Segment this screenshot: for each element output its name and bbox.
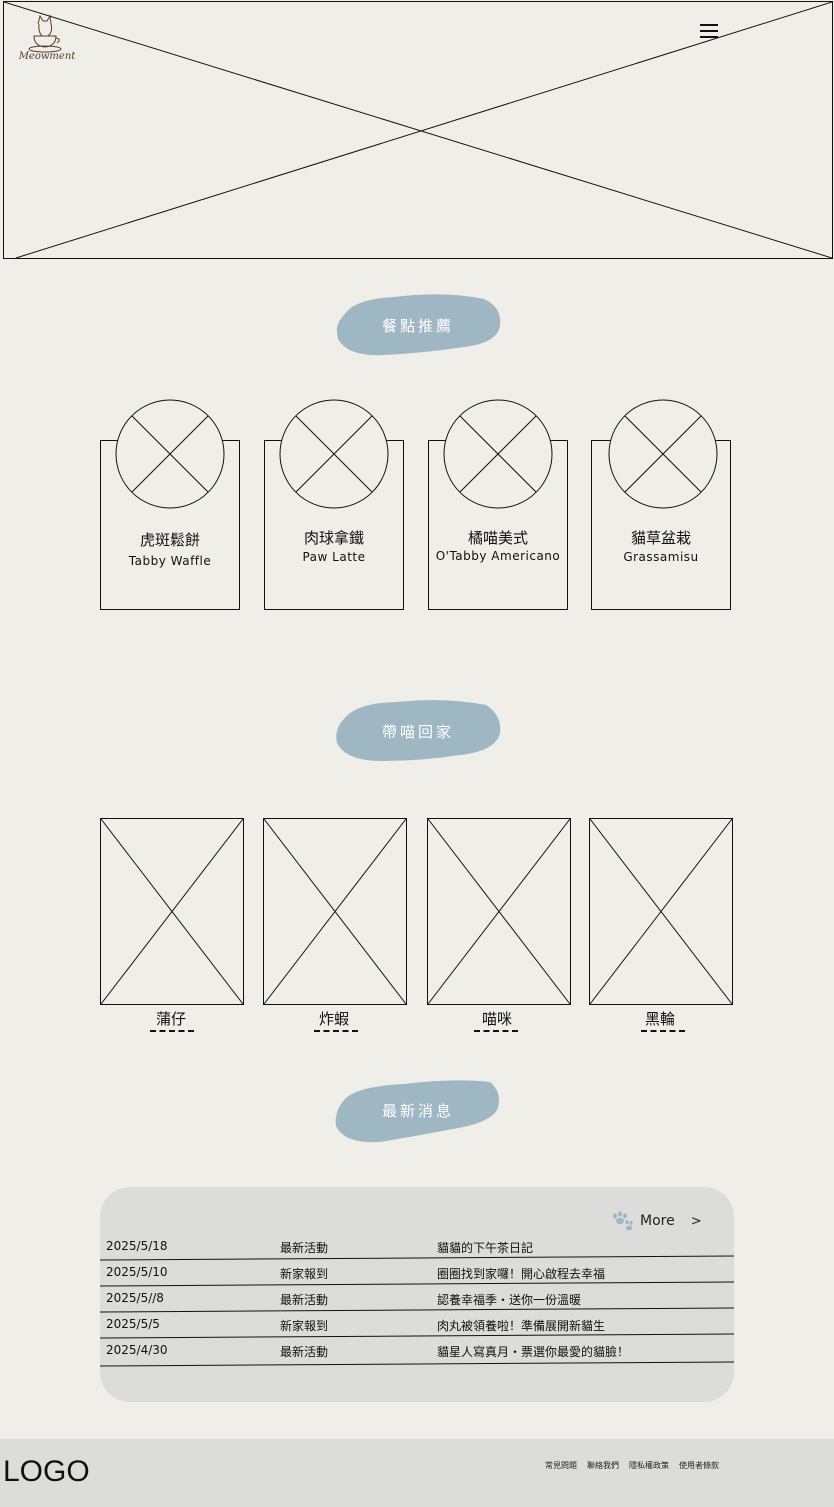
section-title: 帶喵回家 [381,722,454,741]
menu-image-placeholder-icon [608,399,718,509]
news-title: 圈圈找到家囉！開心啟程去幸福 [437,1267,606,1281]
menu-item-subtitle: Tabby Waffle [128,554,212,568]
menu-card[interactable]: 橘喵美式 O'Tabby Americano [428,440,568,610]
news-category: 最新活動 [280,1241,329,1255]
cat-name-link[interactable]: 黑輪 [644,1010,675,1028]
dashed-underline [314,1030,358,1032]
brush-stroke-shape [336,700,501,761]
image-placeholder-icon [590,819,732,1004]
cat-name-link[interactable]: 蒲仔 [155,1010,186,1028]
menu-item-subtitle: Grassamisu [623,550,699,564]
image-placeholder-icon [264,819,406,1004]
footer-link-contact[interactable]: 聯絡我們 [587,1461,619,1470]
section-heading-news: 最新消息 [334,1076,502,1144]
news-row[interactable]: 2025/5/18 最新活動 貓貓的下午茶日記 [100,1234,734,1260]
footer-links: 常見問題 聯絡我們 隱私權政策 使用者條款 [545,1460,719,1471]
footer-link-privacy[interactable]: 隱私權政策 [629,1461,669,1470]
news-row[interactable]: 2025/5/10 新家報到 圈圈找到家囉！開心啟程去幸福 [100,1260,734,1286]
cat-card-image[interactable] [100,818,244,1005]
news-title: 貓星人寫真月・票選你最愛的貓臉！ [437,1345,630,1359]
footer-link-terms[interactable]: 使用者條款 [679,1461,719,1470]
paw-print-icon [613,1211,633,1231]
dashed-underline [150,1030,194,1032]
news-date: 2025/5/5 [106,1317,160,1331]
news-category: 最新活動 [280,1293,329,1307]
image-placeholder-icon [428,819,570,1004]
chevron-right-icon: > [690,1213,702,1229]
news-title: 肉丸被領養啦！準備展開新貓生 [437,1319,606,1333]
brush-stroke-shape [336,294,501,356]
news-category: 新家報到 [280,1319,329,1333]
cat-card-image[interactable] [263,818,407,1005]
dashed-underline [641,1030,685,1032]
cat-card-image[interactable] [427,818,571,1005]
menu-image-placeholder-icon [279,399,389,509]
news-row[interactable]: 2025/4/30 最新活動 貓星人寫真月・票選你最愛的貓臉！ [100,1338,734,1364]
cat-cup-logo-icon [28,14,62,53]
news-row[interactable]: 2025/5/5 新家報到 肉丸被領養啦！準備展開新貓生 [100,1312,734,1338]
menu-item-title: 橘喵美式 [467,529,528,547]
cat-card-image[interactable] [589,818,733,1005]
hero-banner-placeholder: Meowment [3,1,833,259]
news-date: 2025/5/10 [106,1265,168,1279]
logo-wordmark: Meowment [18,51,76,62]
dashed-underline [474,1030,518,1032]
news-row[interactable]: 2025/5//8 最新活動 認養幸福季・送你一份溫暖 [100,1286,734,1312]
menu-item-title: 虎斑鬆餅 [139,531,200,549]
menu-image-placeholder-icon [443,399,553,509]
brand-logo[interactable]: Meowment [16,10,78,66]
cat-name-link[interactable]: 喵咪 [481,1010,512,1028]
news-category: 新家報到 [280,1267,329,1281]
section-heading-adopt: 帶喵回家 [334,697,502,765]
image-placeholder-icon [101,819,243,1004]
news-category: 最新活動 [280,1345,329,1359]
image-placeholder-icon [4,2,832,258]
more-label: More [640,1213,675,1229]
menu-item-title: 貓草盆栽 [630,529,691,547]
section-title: 餐點推薦 [381,316,454,335]
news-date: 2025/4/30 [106,1343,168,1357]
more-link[interactable]: More > [610,1211,702,1231]
news-date: 2025/5//8 [106,1291,164,1305]
news-panel: More > 2025/5/18 最新活動 貓貓的下午茶日記 2025/5/10… [100,1187,734,1402]
menu-item-title: 肉球拿鐵 [303,529,364,547]
menu-item-subtitle: Paw Latte [302,550,366,564]
menu-item-subtitle: O'Tabby Americano [435,549,561,563]
footer-logo[interactable]: LOGO [3,1455,90,1488]
hamburger-menu-icon[interactable] [700,24,718,40]
section-heading-recommend: 餐點推薦 [334,291,502,359]
site-footer: LOGO 常見問題 聯絡我們 隱私權政策 使用者條款 [0,1439,834,1507]
footer-link-faq[interactable]: 常見問題 [545,1461,577,1470]
news-title: 貓貓的下午茶日記 [437,1241,534,1255]
news-title: 認養幸福季・送你一份溫暖 [437,1293,582,1307]
brush-stroke-shape [335,1080,499,1143]
news-date: 2025/5/18 [106,1239,168,1253]
section-title: 最新消息 [381,1101,454,1120]
menu-image-placeholder-icon [115,399,225,509]
cat-name-link[interactable]: 炸蝦 [318,1010,349,1028]
